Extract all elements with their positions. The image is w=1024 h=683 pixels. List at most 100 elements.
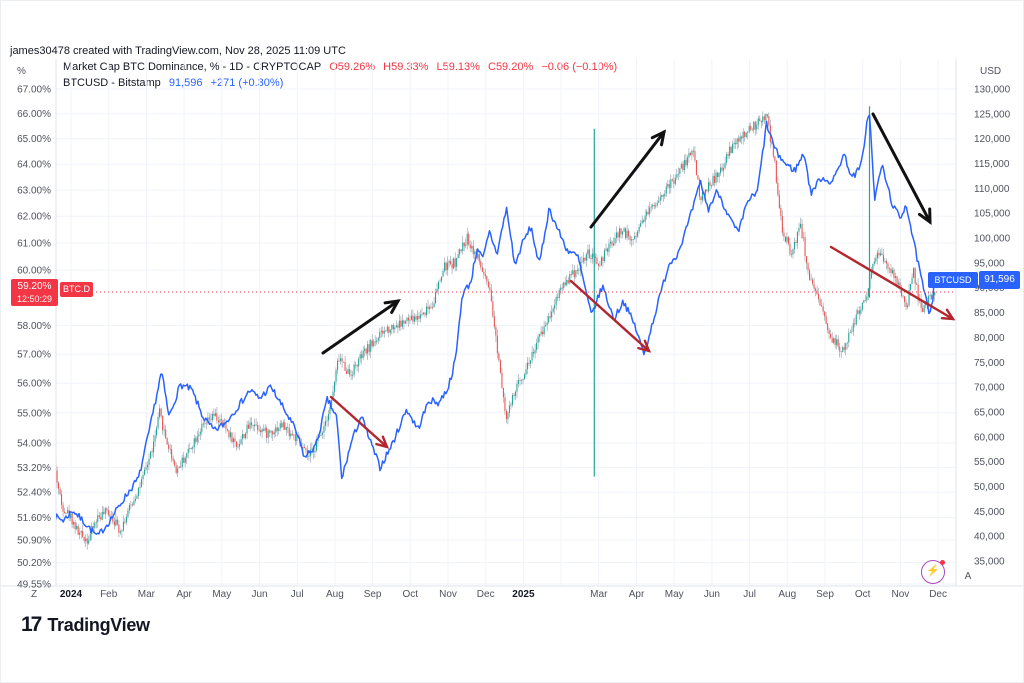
svg-text:Jun: Jun — [704, 589, 720, 600]
svg-text:56.00%: 56.00% — [17, 379, 51, 390]
svg-text:85,000: 85,000 — [974, 308, 1005, 319]
svg-text:Apr: Apr — [176, 589, 192, 600]
svg-text:Sep: Sep — [816, 589, 834, 600]
svg-text:110,000: 110,000 — [974, 184, 1010, 195]
lightning-button[interactable]: ⚡ — [921, 560, 945, 584]
btcd-close: C59.20% — [488, 61, 534, 73]
svg-text:95,000: 95,000 — [974, 258, 1005, 269]
svg-text:Z: Z — [31, 589, 37, 600]
btcusd-line — [56, 114, 936, 535]
svg-text:100,000: 100,000 — [974, 234, 1011, 245]
right-axis-labels[interactable]: 130,000 125,000 120,000 115,000 110,000 105,0… — [974, 85, 1011, 568]
svg-text:50.90%: 50.90% — [17, 535, 51, 546]
tradingview-logo[interactable]: 17 TradingView — [21, 613, 150, 637]
svg-text:Apr: Apr — [629, 589, 645, 600]
svg-text:62.00%: 62.00% — [17, 212, 51, 223]
axis-separators — [1, 59, 1023, 587]
svg-text:65.00%: 65.00% — [17, 134, 51, 145]
svg-text:60,000: 60,000 — [974, 432, 1005, 443]
btcusd-symbol-tag: BTCUSD — [928, 272, 978, 288]
svg-text:Dec: Dec — [477, 589, 495, 600]
svg-text:2024: 2024 — [60, 589, 83, 600]
svg-text:May: May — [212, 589, 231, 600]
time-axis-labels[interactable]: Z 2024 Feb Mar Apr May Jun Jul Aug Sep Oct Nov Dec 20… — [31, 589, 947, 600]
attribution: james30478 created with TradingView.com,… — [10, 45, 346, 57]
svg-text:53.20%: 53.20% — [17, 463, 51, 474]
svg-text:66.00%: 66.00% — [17, 109, 51, 120]
svg-text:60.00%: 60.00% — [17, 266, 51, 277]
svg-text:64.00%: 64.00% — [17, 160, 51, 171]
btcd-symbol-tag: BTC.D — [60, 282, 93, 297]
svg-text:Feb: Feb — [100, 589, 118, 600]
tradingview-logo-text: TradingView — [47, 614, 150, 635]
svg-text:35,000: 35,000 — [974, 557, 1005, 568]
svg-text:Aug: Aug — [326, 589, 344, 600]
btcd-high: H59.33% — [383, 61, 429, 73]
svg-text:Mar: Mar — [590, 589, 608, 600]
svg-text:Nov: Nov — [439, 589, 457, 600]
tradingview-logo-icon: 17 — [21, 613, 42, 636]
svg-text:Sep: Sep — [364, 589, 382, 600]
svg-text:63.00%: 63.00% — [17, 186, 51, 197]
svg-text:70,000: 70,000 — [974, 383, 1005, 394]
svg-text:49.55%: 49.55% — [17, 580, 51, 591]
btcd-low: L59.13% — [436, 61, 480, 73]
svg-text:Dec: Dec — [929, 589, 947, 600]
btcd-series-title: Market Cap BTC Dominance, % - 1D - CRYPT… — [63, 61, 322, 73]
legend[interactable]: Market Cap BTC Dominance, % - 1D - CRYPT… — [63, 59, 622, 91]
svg-text:65,000: 65,000 — [974, 407, 1005, 418]
btcd-open: O59.26% — [329, 61, 376, 73]
btcusd-price: 91,596 — [168, 77, 203, 89]
svg-text:50,000: 50,000 — [974, 482, 1005, 493]
svg-text:105,000: 105,000 — [974, 209, 1011, 220]
svg-text:57.00%: 57.00% — [17, 350, 51, 361]
left-axis-title: % — [17, 66, 26, 77]
svg-text:55,000: 55,000 — [974, 457, 1005, 468]
btcusd-series-title: BTCUSD - Bitstamp — [63, 77, 161, 89]
svg-text:40,000: 40,000 — [974, 532, 1005, 543]
trend-arrows — [321, 112, 956, 449]
svg-text:75,000: 75,000 — [974, 358, 1005, 369]
svg-text:45,000: 45,000 — [974, 507, 1005, 518]
notification-dot — [940, 560, 945, 565]
btcd-change: −0.06 (−0.10%) — [541, 61, 618, 73]
svg-text:67.00%: 67.00% — [17, 85, 51, 96]
btcd-price-value: 59.20% — [17, 281, 52, 292]
svg-text:2025: 2025 — [512, 589, 535, 600]
btcusd-price-label: 91,596 — [979, 271, 1020, 289]
btcusd-change: +271 (+0.30%) — [210, 77, 284, 89]
svg-text:52.40%: 52.40% — [17, 488, 51, 499]
btcd-candles — [56, 106, 936, 550]
btcd-countdown: 12:50:29 — [16, 294, 53, 304]
svg-text:130,000: 130,000 — [974, 85, 1011, 96]
svg-text:Mar: Mar — [138, 589, 156, 600]
svg-text:61.00%: 61.00% — [17, 238, 51, 249]
btcd-price-label: 59.20% 12:50:29 — [11, 279, 58, 306]
svg-text:55.00%: 55.00% — [17, 408, 51, 419]
svg-text:Jul: Jul — [291, 589, 304, 600]
lightning-icon: ⚡ — [926, 565, 940, 577]
svg-text:Nov: Nov — [892, 589, 910, 600]
svg-text:80,000: 80,000 — [974, 333, 1005, 344]
legend-row-btcd[interactable]: Market Cap BTC Dominance, % - 1D - CRYPT… — [63, 59, 622, 75]
svg-text:May: May — [665, 589, 684, 600]
svg-text:Jul: Jul — [743, 589, 756, 600]
svg-text:Aug: Aug — [778, 589, 796, 600]
auto-scale-button[interactable]: A — [964, 571, 972, 582]
svg-text:120,000: 120,000 — [974, 134, 1011, 145]
svg-text:51.60%: 51.60% — [17, 513, 51, 524]
svg-text:50.20%: 50.20% — [17, 558, 51, 569]
svg-text:125,000: 125,000 — [974, 109, 1011, 120]
svg-text:58.00%: 58.00% — [17, 321, 51, 332]
grid — [56, 59, 956, 586]
svg-text:Oct: Oct — [855, 589, 871, 600]
left-axis-labels[interactable]: 67.00% 66.00% 65.00% 64.00% 63.00% 62.00% 61.0… — [17, 85, 51, 591]
svg-text:115,000: 115,000 — [974, 159, 1010, 170]
right-axis-title: USD — [980, 66, 1002, 77]
legend-row-btcusd[interactable]: BTCUSD - Bitstamp 91,596 +271 (+0.30%) — [63, 75, 622, 91]
svg-text:Jun: Jun — [251, 589, 267, 600]
svg-text:54.00%: 54.00% — [17, 438, 51, 449]
svg-text:Oct: Oct — [403, 589, 419, 600]
